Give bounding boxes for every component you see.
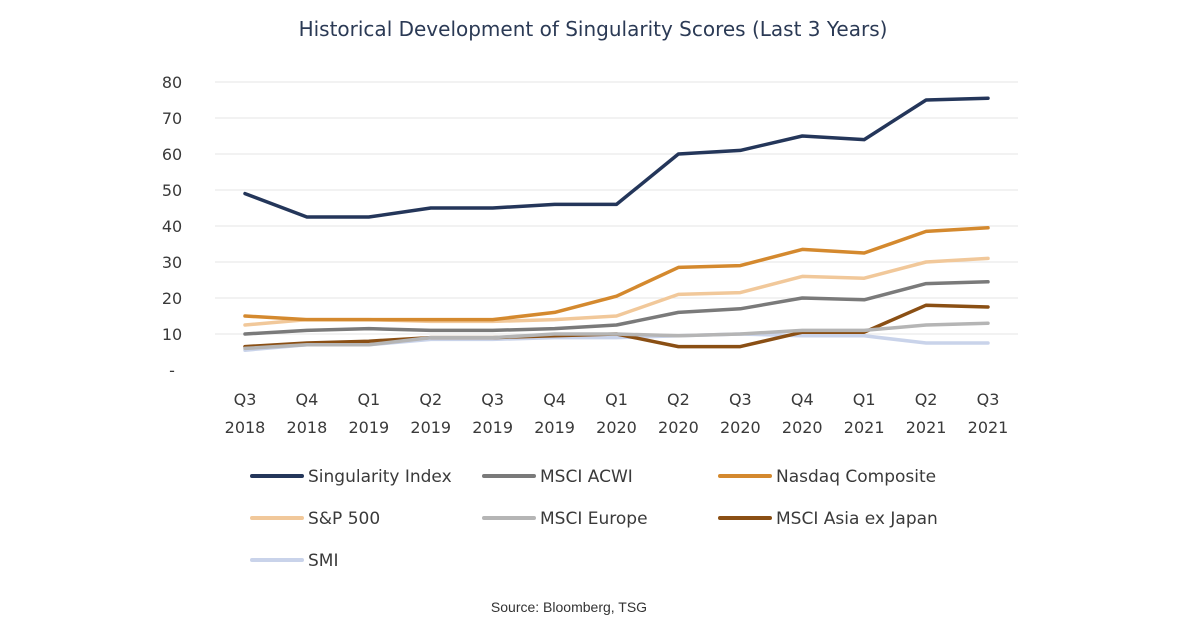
legend: Singularity Index MSCI ACWI Nasdaq Composi… [250, 467, 938, 571]
series-lines [243, 96, 990, 352]
x-tick-label: Q2 2019 [410, 390, 451, 437]
gridlines [215, 81, 1018, 335]
y-tick-label: - [169, 361, 175, 380]
legend-label-smi: SMI [308, 551, 338, 571]
source-note: Source: Bloomberg, TSG [491, 599, 647, 615]
x-tick-label: Q3 2020 [720, 390, 761, 437]
x-tick-label: Q3 2019 [472, 390, 513, 437]
x-tick-label: Q4 2019 [534, 390, 575, 437]
x-tick-label: Q2 2021 [906, 390, 947, 437]
chart-title: Historical Development of Singularity Sc… [299, 17, 888, 41]
x-tick-label: Q4 2020 [782, 390, 823, 437]
y-tick-label: 80 [162, 73, 182, 92]
x-tick-label: Q1 2021 [844, 390, 885, 437]
legend-label-s-p-500: S&P 500 [308, 509, 380, 529]
x-tick-label: Q3 2021 [968, 390, 1009, 437]
series-line-s-p-500 [243, 256, 990, 327]
y-tick-label: 50 [162, 181, 182, 200]
series-line-msci-acwi [243, 280, 990, 336]
x-tick-label: Q1 2020 [596, 390, 637, 437]
y-tick-label: 40 [162, 217, 182, 236]
series-line-singularity-index [243, 96, 990, 219]
series-line-nasdaq-composite [243, 226, 990, 322]
x-tick-label: Q1 2019 [348, 390, 389, 437]
y-tick-label: 70 [162, 109, 182, 128]
legend-label-msci-asia-ex-japan: MSCI Asia ex Japan [776, 509, 938, 529]
y-tick-label: 60 [162, 145, 182, 164]
legend-label-msci-acwi: MSCI ACWI [540, 467, 633, 487]
legend-label-nasdaq-composite: Nasdaq Composite [776, 467, 936, 487]
y-tick-label: 20 [162, 289, 182, 308]
x-tick-label: Q4 2018 [287, 390, 328, 437]
y-tick-label: 30 [162, 253, 182, 272]
legend-label-msci-europe: MSCI Europe [540, 509, 648, 529]
series-line-msci-europe [243, 321, 990, 351]
x-tick-label: Q3 2018 [225, 390, 266, 437]
x-tick-label: Q2 2020 [658, 390, 699, 437]
y-tick-label: 10 [162, 325, 182, 344]
x-axis-ticks: Q3 2018 Q4 2018 Q1 2019 Q2 2019 Q3 2019 Q4 2019 Q1 20… [225, 390, 1009, 437]
y-axis-ticks: - 10 20 30 40 50 60 70 80 [162, 73, 182, 380]
legend-label-singularity-index: Singularity Index [308, 467, 452, 487]
